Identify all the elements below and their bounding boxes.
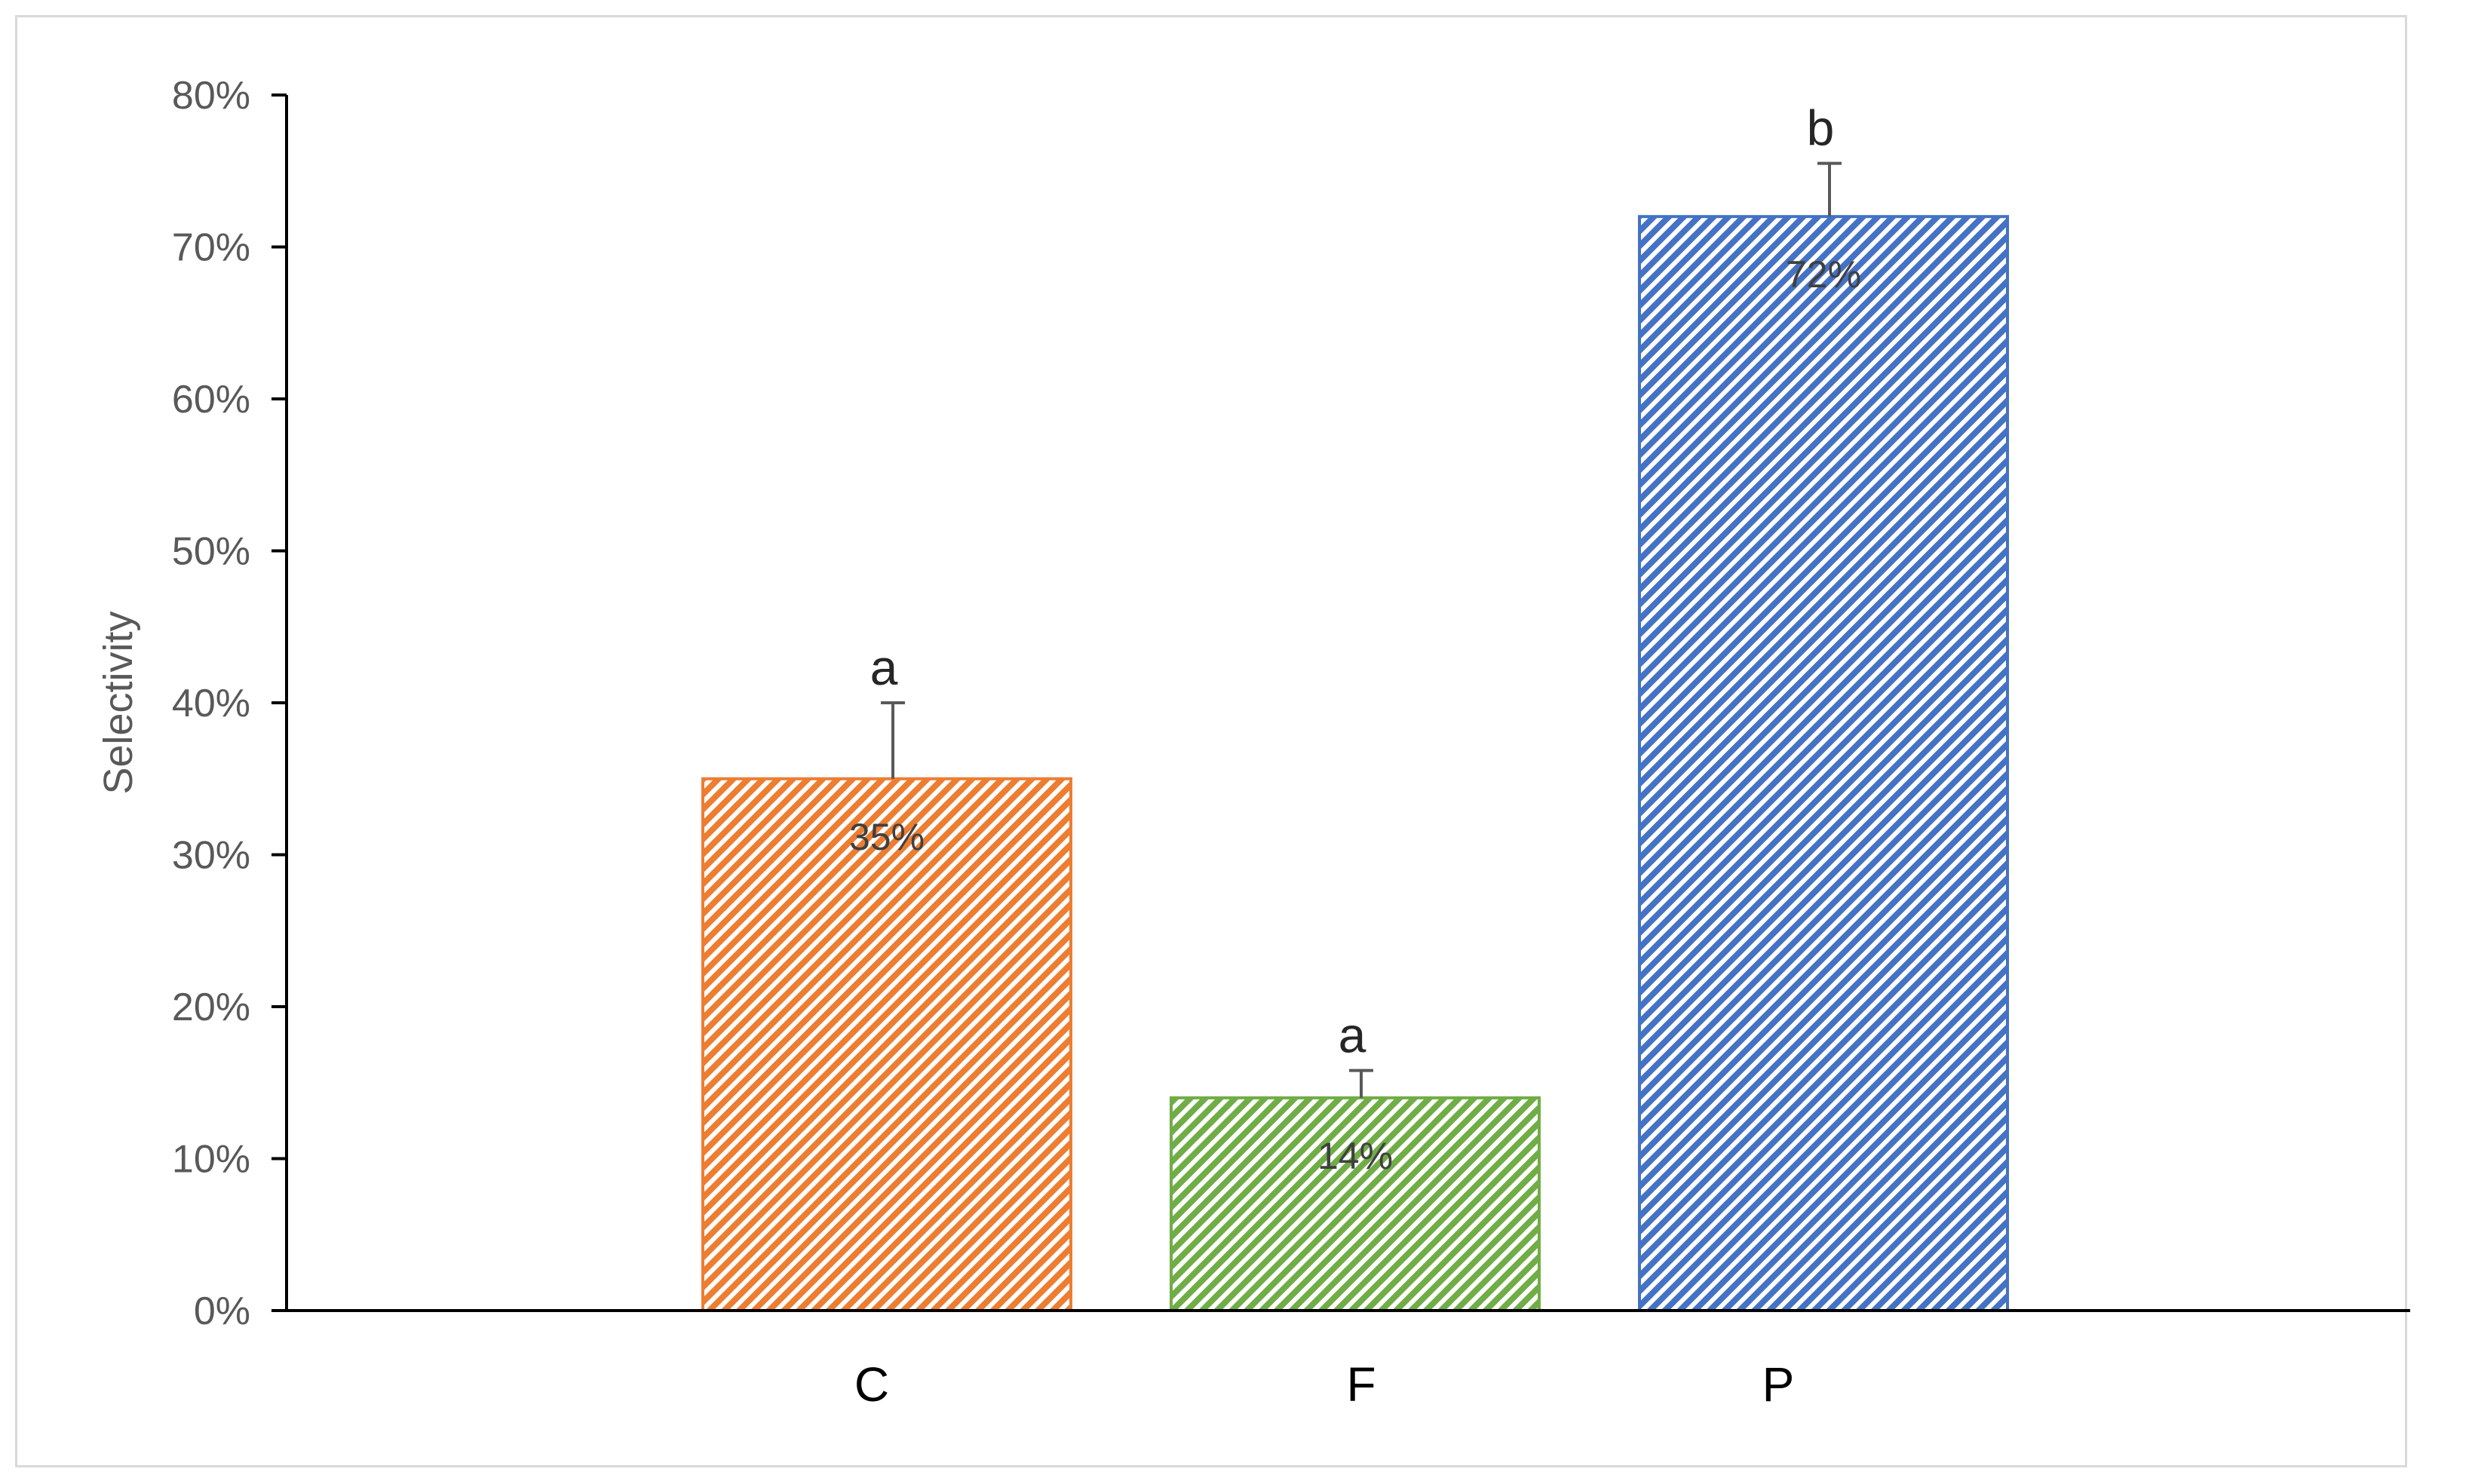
category-label-F: F bbox=[1346, 1357, 1376, 1412]
category-label-C: C bbox=[854, 1357, 889, 1412]
y-tick-label: 40% bbox=[172, 682, 250, 725]
category-label-P: P bbox=[1762, 1357, 1795, 1412]
y-axis-ticks: 0% 10% 20% 30% 40% 50% 60% 70% 80% bbox=[172, 74, 287, 1333]
data-label-F: 14% bbox=[1317, 1135, 1393, 1177]
y-tick-label: 50% bbox=[172, 530, 250, 574]
y-tick-label: 20% bbox=[172, 986, 250, 1029]
significance-letter-P: b bbox=[1807, 100, 1835, 156]
bar-F bbox=[1170, 1096, 1541, 1313]
bar-C bbox=[701, 777, 1072, 1312]
y-tick-label: 60% bbox=[172, 378, 250, 422]
y-tick-label: 0% bbox=[194, 1289, 250, 1333]
y-tick-label: 80% bbox=[172, 74, 250, 118]
data-label-C: 35% bbox=[849, 816, 925, 858]
significance-letter-C: a bbox=[870, 639, 898, 695]
error-bars bbox=[881, 161, 1842, 1098]
y-tick-label: 30% bbox=[172, 834, 250, 878]
significance-letter-F: a bbox=[1339, 1007, 1366, 1063]
y-tick-label: 70% bbox=[172, 226, 250, 270]
data-label-P: 72% bbox=[1786, 253, 1861, 296]
y-axis-label: Selectivity bbox=[96, 611, 141, 794]
data-labels: a 35% a 14% b 72% bbox=[849, 100, 1861, 1177]
bar-P bbox=[1638, 215, 2009, 1313]
bars bbox=[701, 215, 2009, 1313]
y-tick-label: 10% bbox=[172, 1138, 250, 1182]
